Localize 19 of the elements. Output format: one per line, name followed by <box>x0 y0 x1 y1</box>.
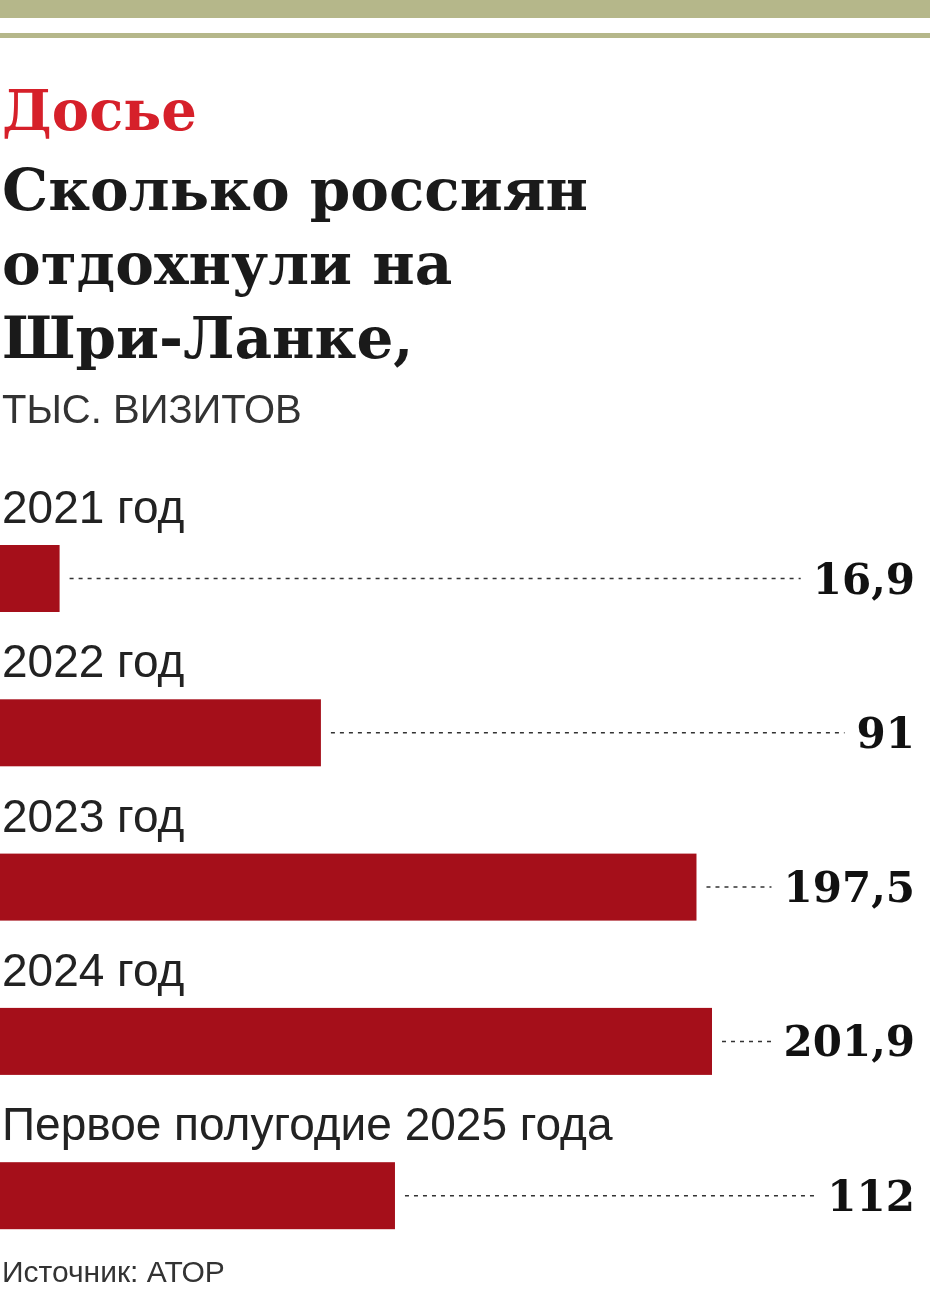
data-label: 91 <box>856 708 915 758</box>
bar <box>0 545 60 612</box>
bar <box>0 853 697 921</box>
data-label: 16,9 <box>812 554 915 604</box>
y-tick-label: 2021 год <box>2 481 185 533</box>
data-label: 112 <box>827 1171 915 1221</box>
data-label: 201,9 <box>783 1017 915 1067</box>
text: Источник: АТОР <box>2 1255 225 1288</box>
bar <box>0 1162 395 1230</box>
y-tick-label: Первое полугодие 2025 года <box>2 1098 613 1151</box>
text: Досье <box>2 77 197 143</box>
chart-subtitle: ТЫС. ВИЗИТОВ <box>2 387 302 431</box>
chart-title: Сколько россиян отдохнули на Шри-Ланке, <box>2 156 588 372</box>
y-tick-label: 2024 год <box>2 943 185 996</box>
data-label: 197,5 <box>783 863 915 913</box>
bar <box>0 1007 712 1075</box>
y-tick-label: 2022 год <box>2 635 185 688</box>
bar <box>0 699 321 767</box>
y-tick-label: 2023 год <box>2 789 185 842</box>
